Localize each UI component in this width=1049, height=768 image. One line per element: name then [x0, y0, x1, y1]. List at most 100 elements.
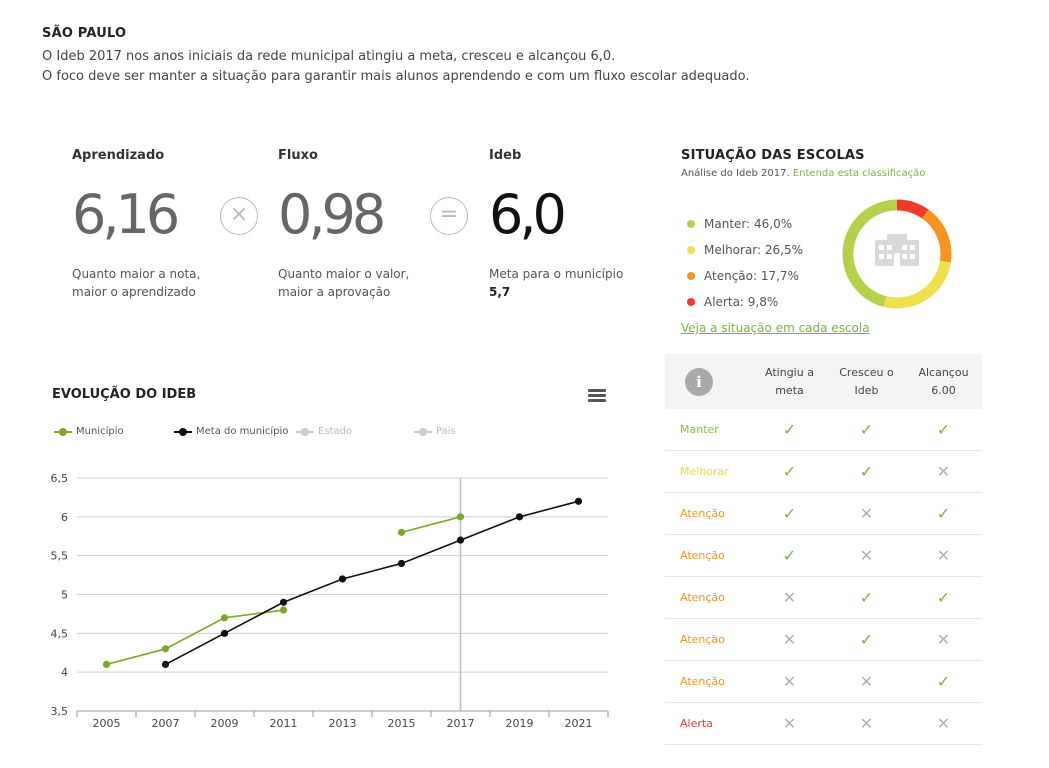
veja-escolas-link[interactable]: Veja a situação em cada escola: [681, 321, 870, 335]
cross-icon: ✕: [782, 672, 797, 691]
row-category: Alerta: [680, 717, 713, 730]
y-tick-label: 6: [61, 511, 68, 524]
legend-label: Melhorar: 26,5%: [704, 243, 804, 257]
metric-desc: Quanto maior o valor, maior a aprovação: [278, 267, 410, 299]
school-building-icon: [875, 234, 919, 266]
check-icon: ✓: [782, 504, 797, 523]
x-tick-label: 2011: [270, 717, 298, 730]
info-icon[interactable]: i: [685, 367, 713, 396]
data-point[interactable]: [220, 629, 229, 637]
situacao-legend-item: Atenção: 17,7%: [687, 268, 803, 294]
x-tick-label: 2005: [93, 717, 121, 730]
check-icon: ✓: [859, 588, 874, 607]
col-header: Atingiu a meta: [765, 365, 814, 397]
data-point[interactable]: [102, 660, 111, 668]
check-icon: ✓: [859, 462, 874, 481]
data-point[interactable]: [338, 575, 347, 583]
donut-slice[interactable]: [842, 199, 898, 307]
data-point[interactable]: [397, 559, 406, 568]
metric-value: 6,0: [489, 183, 567, 246]
legend-dot: [687, 298, 695, 306]
metric-fluxo: Fluxo 0,98 Quanto maior o valor, maior a…: [278, 148, 409, 301]
row-category: Atenção: [680, 591, 725, 604]
data-point[interactable]: [161, 645, 170, 653]
metric-ideb: Ideb 6,0 Meta para o município 5,7: [489, 148, 623, 301]
equals-icon: =: [430, 197, 468, 235]
table-row: Atenção ✕ ✓ ✓: [665, 577, 982, 619]
meta-value: 5,7: [489, 285, 511, 299]
table-row: Atenção ✓ ✕ ✕: [665, 535, 982, 577]
x-tick-label: 2021: [565, 717, 593, 730]
metric-desc: Meta para o município 5,7: [489, 267, 624, 299]
check-icon: ✓: [936, 420, 951, 439]
y-tick-label: 3,5: [51, 705, 69, 718]
legend-meta[interactable]: Meta do município: [174, 426, 288, 437]
data-point[interactable]: [220, 614, 229, 622]
situacao-legend-item: Melhorar: 26,5%: [687, 242, 803, 268]
check-icon: ✓: [936, 672, 951, 691]
row-category: Melhorar: [680, 465, 729, 478]
situacao-legend-item: Manter: 46,0%: [687, 216, 803, 242]
data-point[interactable]: [161, 660, 170, 668]
classificacao-table: i Atingiu a meta Cresceu o Ideb Alcançou…: [665, 354, 982, 745]
y-tick-label: 4: [61, 666, 68, 679]
col-header: Cresceu o Ideb: [839, 365, 894, 397]
legend-estado[interactable]: Estado: [296, 426, 352, 437]
legend-pais[interactable]: País: [414, 426, 456, 437]
series-line: [165, 500, 579, 666]
donut-slice[interactable]: [921, 209, 952, 263]
evolucao-title: EVOLUÇÃO DO IDEB: [52, 387, 197, 402]
y-tick-label: 5,5: [51, 550, 69, 563]
cross-icon: ✕: [859, 546, 874, 565]
table-row: Atenção ✕ ✕ ✓: [665, 661, 982, 703]
donut-slice[interactable]: [896, 199, 929, 219]
metric-value: 6,16: [72, 183, 180, 246]
legend-dot: [687, 246, 695, 254]
metric-label: Aprendizado: [72, 148, 165, 163]
row-category: Atenção: [680, 507, 725, 520]
row-category: Manter: [680, 423, 719, 436]
situacao-subtitle: Análise do Ideb 2017. Entenda esta class…: [681, 168, 926, 179]
data-point[interactable]: [279, 606, 288, 614]
ideb-line-chart: 3,5 4 4,5 5 5,5 6 6,5 2005 2007 2009 2011 2013 2015 2…: [51, 472, 609, 730]
situacao-legend-item: Alerta: 9,8%: [687, 294, 803, 320]
legend-dot: [687, 272, 695, 280]
classificacao-link[interactable]: Entenda esta classificação: [792, 168, 926, 179]
metric-value: 0,98: [278, 183, 386, 246]
data-point[interactable]: [515, 513, 524, 521]
table-row: Melhorar ✓ ✓ ✕: [665, 451, 982, 493]
check-icon: ✓: [782, 462, 797, 481]
x-tick-label: 2019: [506, 717, 534, 730]
donut-slice[interactable]: [883, 260, 951, 309]
cross-icon: ✕: [936, 546, 951, 565]
legend-dot: [687, 220, 695, 228]
data-point[interactable]: [574, 497, 583, 505]
check-icon: ✓: [782, 420, 797, 439]
data-point[interactable]: [397, 528, 406, 536]
row-category: Atenção: [680, 549, 725, 562]
metric-label: Ideb: [489, 148, 522, 163]
table-row: Atenção ✓ ✕ ✓: [665, 493, 982, 535]
cross-icon: ✕: [782, 588, 797, 607]
chart-menu-icon[interactable]: [588, 389, 606, 403]
cross-icon: ✕: [936, 630, 951, 649]
check-icon: ✓: [936, 588, 951, 607]
cross-icon: ✕: [782, 630, 797, 649]
cross-icon: ✕: [782, 714, 797, 733]
y-tick-label: 5: [61, 589, 68, 602]
data-point[interactable]: [456, 513, 465, 521]
x-tick-label: 2007: [152, 717, 180, 730]
row-category: Atenção: [680, 633, 725, 646]
cross-icon: ✕: [859, 504, 874, 523]
legend-municipio[interactable]: Município: [54, 426, 124, 437]
data-point[interactable]: [279, 598, 288, 606]
data-point[interactable]: [456, 536, 465, 544]
series-line: [106, 609, 284, 666]
table-row: Manter ✓ ✓ ✓: [665, 409, 982, 451]
legend-label: Atenção: 17,7%: [704, 269, 799, 283]
cross-icon: ✕: [859, 714, 874, 733]
situacao-title: SITUAÇÃO DAS ESCOLAS: [681, 148, 865, 163]
metric-aprendizado: Aprendizado 6,16 Quanto maior a nota, ma…: [72, 148, 200, 301]
table-row: Atenção ✕ ✓ ✕: [665, 619, 982, 661]
x-tick-label: 2015: [388, 717, 416, 730]
